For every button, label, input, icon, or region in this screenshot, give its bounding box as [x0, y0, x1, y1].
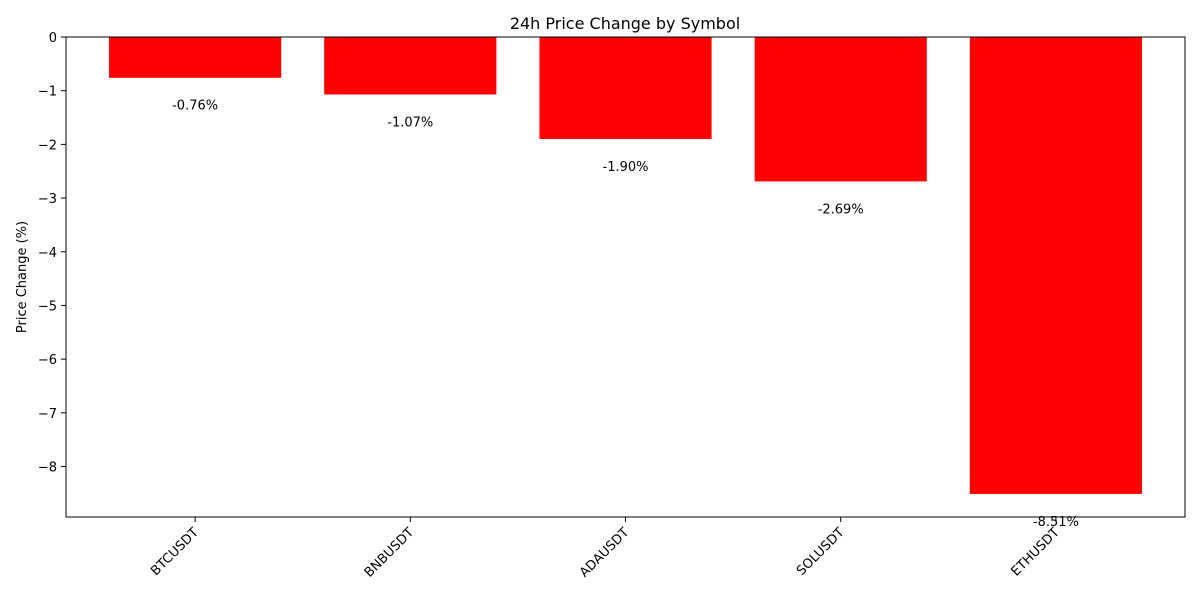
y-tick-label: −3: [38, 192, 57, 207]
y-tick-label: −6: [38, 353, 57, 368]
y-axis-label: Price Change (%): [15, 221, 30, 333]
y-tick-label: −5: [38, 299, 57, 314]
y-tick-label: −8: [38, 461, 57, 476]
data-label-bnbusdt: -1.07%: [387, 115, 433, 130]
data-labels-group: -0.76% -1.07% -1.90% -2.69% -8.51%: [172, 99, 1079, 530]
bar-ethusdt: [969, 37, 1142, 494]
y-tick-label: −4: [38, 246, 57, 261]
x-tick-label: BNBUSDT: [362, 525, 417, 580]
x-tick-label: BTCUSDT: [148, 525, 202, 579]
data-label-solusdt: -2.69%: [818, 202, 864, 217]
y-tick-label: 0: [49, 31, 57, 46]
bar-solusdt: [754, 37, 927, 182]
plot-frame: [65, 36, 1186, 518]
data-label-ethusdt: -8.51%: [1033, 515, 1079, 530]
x-axis: BTCUSDT BNBUSDT ADAUSDT SOLUSDT ETHUSDT: [148, 517, 1063, 581]
bars-group: [109, 37, 1142, 494]
y-tick-label: −2: [38, 138, 57, 153]
bar-adausdt: [539, 37, 712, 140]
data-label-adausdt: -1.90%: [603, 160, 649, 175]
bar-bnbusdt: [324, 37, 497, 95]
x-tick-label: ETHUSDT: [1009, 525, 1063, 579]
bar-btcusdt: [109, 37, 282, 78]
chart-title: 24h Price Change by Symbol: [510, 14, 740, 33]
y-axis: 0 −1 −2 −3 −4 −5 −6 −7 −8: [38, 31, 66, 476]
x-tick-label: SOLUSDT: [794, 525, 848, 579]
y-tick-label: −7: [38, 407, 57, 422]
y-tick-label: −1: [38, 85, 57, 100]
data-label-btcusdt: -0.76%: [172, 99, 218, 114]
x-tick-label: ADAUSDT: [577, 525, 632, 580]
